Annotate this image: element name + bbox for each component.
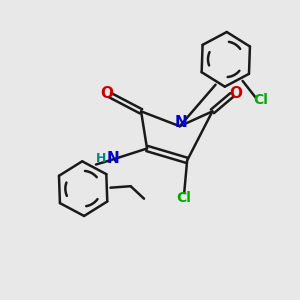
- Text: H: H: [96, 152, 106, 165]
- Text: N: N: [175, 115, 188, 130]
- Text: N: N: [107, 152, 120, 166]
- Text: O: O: [229, 86, 242, 101]
- Text: O: O: [100, 86, 113, 101]
- Text: Cl: Cl: [254, 93, 268, 107]
- Text: Cl: Cl: [177, 191, 192, 206]
